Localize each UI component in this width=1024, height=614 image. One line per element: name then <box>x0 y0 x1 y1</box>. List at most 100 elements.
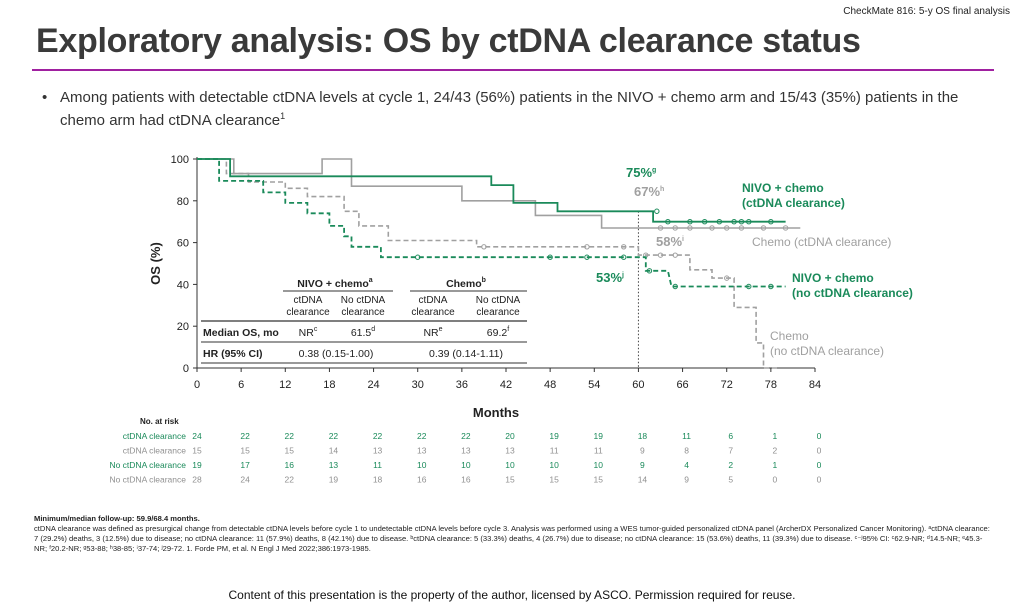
inset-group-header: NIVO + chemoa <box>297 277 372 290</box>
censor-mark <box>657 225 664 231</box>
at-risk-value: 10 <box>549 460 559 470</box>
x-tick-label: 42 <box>500 379 512 391</box>
at-risk-value: 11 <box>373 460 382 470</box>
at-risk-value: 2 <box>728 460 733 470</box>
censor-mark <box>716 219 723 225</box>
at-risk-value: 15 <box>285 446 295 456</box>
slide-title: Exploratory analysis: OS by ctDNA cleara… <box>36 22 861 60</box>
at-risk-value: 15 <box>594 475 604 485</box>
inset-subheader: clearance <box>286 307 330 318</box>
at-risk-value: 4 <box>684 460 689 470</box>
at-risk-value: 18 <box>638 431 648 441</box>
at-risk-value: 5 <box>728 475 733 485</box>
pct-label-nivo-clear: 75%g <box>626 165 656 180</box>
at-risk-value: 22 <box>373 431 383 441</box>
at-risk-value: 7 <box>728 446 733 456</box>
censor-mark <box>724 275 730 281</box>
x-axis-title: Months <box>473 405 519 420</box>
at-risk-row-label: ctDNA clearance <box>123 446 187 456</box>
x-tick-label: 36 <box>456 379 468 391</box>
at-risk-value: 19 <box>329 475 339 485</box>
x-tick-label: 6 <box>238 379 244 391</box>
inset-subheader: clearance <box>476 307 520 318</box>
inset-cell: NRe <box>423 326 442 339</box>
at-risk-value: 1 <box>772 431 777 441</box>
censor-mark <box>646 268 653 274</box>
at-risk-value: 10 <box>461 460 471 470</box>
bullet-body: Among patients with detectable ctDNA lev… <box>60 89 959 129</box>
at-risk-value: 8 <box>684 446 689 456</box>
x-tick-label: 66 <box>676 379 688 391</box>
inset-subheader: No ctDNA <box>341 295 386 306</box>
at-risk-value: 6 <box>728 431 733 441</box>
at-risk-value: 14 <box>638 475 648 485</box>
at-risk-value: 19 <box>594 431 604 441</box>
km-curve-2 <box>197 158 786 288</box>
at-risk-value: 15 <box>240 446 250 456</box>
presentation-tagline: CheckMate 816: 5-y OS final analysis <box>843 6 1010 17</box>
at-risk-value: 9 <box>684 475 689 485</box>
at-risk-value: 19 <box>192 460 202 470</box>
at-risk-value: 22 <box>285 431 295 441</box>
pct-label-chemo-noclear: 58%i <box>656 234 684 249</box>
inset-group-header: Chemob <box>446 277 486 290</box>
bullet-text: Among patients with detectable ctDNA lev… <box>60 88 1000 130</box>
censor-mark <box>621 254 627 260</box>
censor-mark <box>701 219 708 225</box>
at-risk-value: 13 <box>417 446 427 456</box>
censor-mark <box>709 225 715 231</box>
y-tick-label: 0 <box>183 363 189 375</box>
at-risk-value: 0 <box>817 446 822 456</box>
legend-nivo-noclear-1: NIVO + chemo <box>792 271 874 285</box>
censor-mark <box>415 254 421 260</box>
at-risk-value: 9 <box>640 446 645 456</box>
x-tick-label: 30 <box>412 379 424 391</box>
at-risk-value: 22 <box>417 431 427 441</box>
censor-mark <box>584 254 590 260</box>
pct-label-chemo-clear: 67%h <box>634 184 664 199</box>
at-risk-value: 22 <box>240 431 250 441</box>
at-risk-value: 13 <box>461 446 471 456</box>
inset-subheader: clearance <box>411 307 455 318</box>
at-risk-value: 11 <box>682 431 691 441</box>
at-risk-value: 11 <box>550 446 559 456</box>
pct-label-nivo-noclear: 53%j <box>596 270 624 285</box>
inset-table-bg <box>199 272 533 364</box>
at-risk-row-label: ctDNA clearance <box>123 431 187 441</box>
at-risk-value: 28 <box>192 475 202 485</box>
inset-subheader: No ctDNA <box>476 295 521 306</box>
legend-nivo-noclear-2: (no ctDNA clearance) <box>792 286 913 300</box>
km-curve-0 <box>197 158 786 223</box>
legend-chemo-clear: Chemo (ctDNA clearance) <box>752 235 891 249</box>
inset-subheader: ctDNA <box>294 295 323 306</box>
bullet-ref: 1 <box>280 111 286 121</box>
at-risk-row-label: No ctDNA clearance <box>109 460 186 470</box>
y-tick-label: 100 <box>171 154 189 166</box>
censor-mark <box>547 254 553 260</box>
at-risk-value: 24 <box>192 431 202 441</box>
censor-mark <box>687 225 693 231</box>
copyright-notice: Content of this presentation is the prop… <box>228 588 796 602</box>
at-risk-value: 16 <box>417 475 427 485</box>
at-risk-value: 13 <box>373 446 383 456</box>
at-risk-value: 16 <box>285 460 295 470</box>
censor-mark <box>768 219 774 225</box>
censor-mark <box>768 283 774 290</box>
x-tick-label: 84 <box>809 379 821 391</box>
censor-mark <box>724 225 730 231</box>
x-tick-label: 60 <box>632 379 644 391</box>
censor-mark <box>621 244 627 250</box>
at-risk-value: 20 <box>505 431 515 441</box>
censor-mark <box>672 252 678 258</box>
at-risk-value: 17 <box>240 460 250 470</box>
x-tick-label: 0 <box>194 379 200 391</box>
at-risk-row-label: No ctDNA clearance <box>109 475 186 485</box>
censor-mark <box>687 219 693 225</box>
x-tick-label: 72 <box>721 379 733 391</box>
x-tick-label: 48 <box>544 379 556 391</box>
censor-mark <box>481 244 487 250</box>
at-risk-value: 9 <box>640 460 645 470</box>
legend-chemo-noclear-2: (no ctDNA clearance) <box>770 344 884 358</box>
km-curve-3 <box>197 158 779 369</box>
